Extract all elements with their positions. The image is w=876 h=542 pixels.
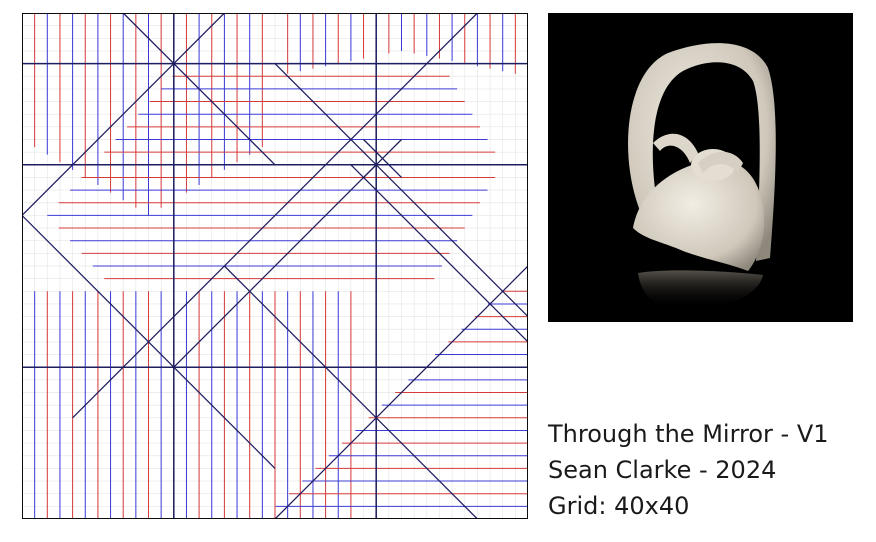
diagonal-crease xyxy=(223,265,478,519)
diagonal-crease xyxy=(122,13,276,166)
figure-arm xyxy=(653,133,698,163)
model-photo xyxy=(548,13,853,322)
model-title: Through the Mirror - V1 xyxy=(548,420,829,448)
reflection xyxy=(638,270,763,309)
axis-lines xyxy=(22,13,528,519)
crease-pattern xyxy=(22,13,528,519)
grid-size-line: Grid: 40x40 xyxy=(548,492,690,520)
diagonal-crease xyxy=(274,63,528,318)
diagonal-crease xyxy=(363,139,402,178)
diagonal-crease xyxy=(274,265,528,519)
diagonal-crease xyxy=(173,164,377,368)
figure-arm xyxy=(698,151,743,173)
diagonal-crease xyxy=(350,164,528,343)
diagonal-creases xyxy=(22,13,528,519)
diagonal-crease xyxy=(22,13,225,216)
author-line: Sean Clarke - 2024 xyxy=(548,456,777,484)
figure-body xyxy=(633,159,765,271)
